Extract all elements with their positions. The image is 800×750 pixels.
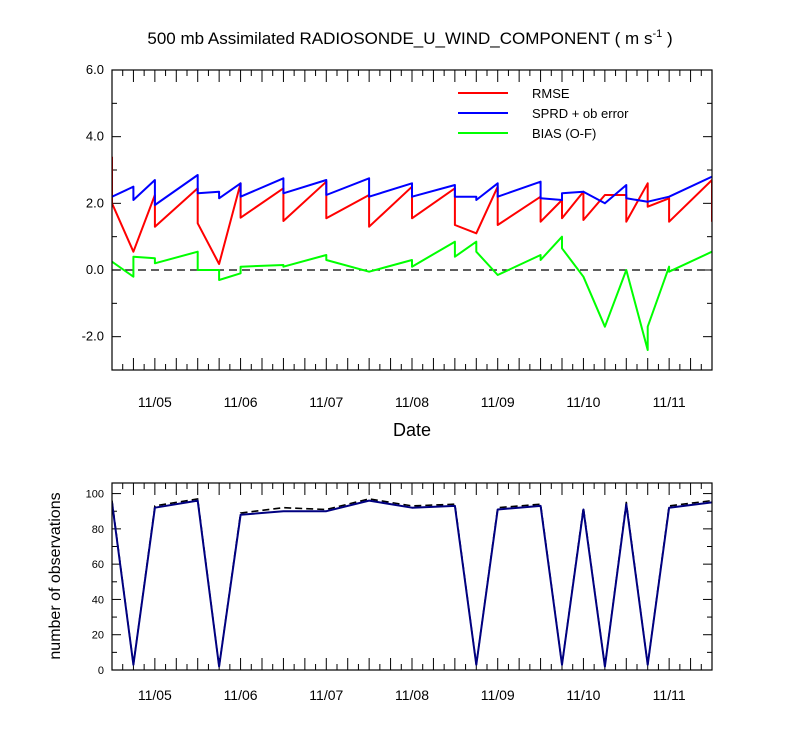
legend-label: RMSE xyxy=(532,86,570,101)
top-y-tick-labels: -2.0 0.0 2.0 4.0 6.0 xyxy=(82,62,104,344)
x-tick-label: 11/11 xyxy=(653,394,686,410)
series-line-obs-possible xyxy=(112,498,712,668)
x-tick-label: 11/05 xyxy=(138,394,172,410)
x-tick-label: 11/06 xyxy=(224,687,258,703)
top-plot-frame xyxy=(111,69,713,371)
x-tick-label: 11/10 xyxy=(566,687,600,703)
x-tick-label: 11/09 xyxy=(481,394,515,410)
legend: RMSE SPRD + ob error BIAS (O-F) xyxy=(458,86,629,141)
top-axis-ticks xyxy=(111,69,713,371)
x-tick-label: 11/08 xyxy=(395,687,429,703)
bottom-axis-ticks xyxy=(111,483,713,671)
x-tick-label: 11/05 xyxy=(138,687,172,703)
y-tick-label: 6.0 xyxy=(86,62,104,77)
y-axis-label: number of observations xyxy=(47,492,64,659)
top-chart-panel: -2.00.02.04.06.0 11/05 11/06 11/07 11/08 11/… xyxy=(82,62,713,410)
legend-item: RMSE xyxy=(458,86,570,101)
series-line-sprd-ob-error xyxy=(112,174,712,206)
y-tick-label: -2.0 xyxy=(82,329,104,344)
x-tick-label: 11/11 xyxy=(653,687,686,703)
top-series-group xyxy=(112,156,712,351)
y-tick-label: 20 xyxy=(92,630,104,642)
x-tick-label: 11/06 xyxy=(224,394,258,410)
y-tick-label: 40 xyxy=(92,594,104,606)
bottom-plot-frame xyxy=(111,482,713,671)
bottom-x-tick-labels: 11/05 11/06 11/07 11/08 11/09 11/10 11/11 xyxy=(138,687,686,703)
title-superscript: -1 xyxy=(652,28,662,40)
title-suffix: ) xyxy=(662,29,672,48)
series-line-bias-o-f xyxy=(112,235,712,351)
legend-label: SPRD + ob error xyxy=(532,106,629,121)
bottom-series-group xyxy=(112,498,712,668)
series-line-rmse xyxy=(112,156,712,265)
legend-item: SPRD + ob error xyxy=(458,106,629,121)
x-tick-label: 11/07 xyxy=(309,394,343,410)
chart-title: 500 mb Assimilated RADIOSONDE_U_WIND_COM… xyxy=(147,28,672,48)
x-axis-label: Date xyxy=(393,420,431,440)
x-tick-label: 11/09 xyxy=(481,687,515,703)
x-tick-label: 11/07 xyxy=(309,687,343,703)
legend-item: BIAS (O-F) xyxy=(458,126,596,141)
top-x-tick-labels: 11/05 11/06 11/07 11/08 11/09 11/10 11/11 xyxy=(138,394,686,410)
x-tick-label: 11/08 xyxy=(395,394,429,410)
x-tick-label: 11/10 xyxy=(566,394,600,410)
y-tick-label: 0.0 xyxy=(86,262,104,277)
y-tick-label: 2.0 xyxy=(86,195,104,210)
bottom-y-tick-labels: 0 20 40 60 80 100 xyxy=(86,489,104,677)
series-line-obs-assimilated xyxy=(112,499,712,668)
y-tick-label: 60 xyxy=(92,559,104,571)
legend-label: BIAS (O-F) xyxy=(532,126,596,141)
y-tick-label: 4.0 xyxy=(86,129,104,144)
y-tick-label: 100 xyxy=(86,489,104,501)
y-tick-label: 80 xyxy=(92,524,104,536)
y-tick-label: 0 xyxy=(98,665,104,677)
